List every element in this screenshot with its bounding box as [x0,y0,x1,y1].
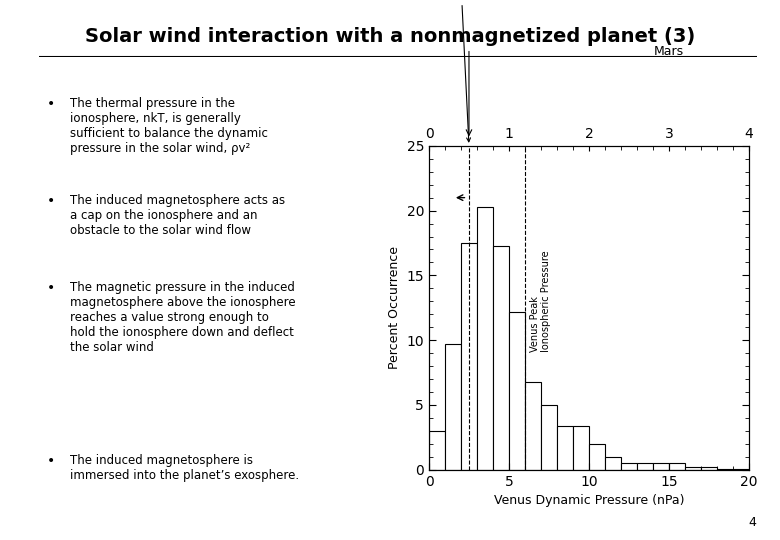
X-axis label: Mars: Mars [654,45,684,58]
X-axis label: Venus Dynamic Pressure (nPa): Venus Dynamic Pressure (nPa) [494,494,684,507]
Bar [717,469,732,470]
Text: •: • [47,454,55,468]
Bar [573,426,589,470]
Bar [668,463,685,470]
Text: 4: 4 [749,516,757,529]
Bar [589,444,605,470]
Bar [509,312,525,470]
Bar [605,457,621,470]
Bar [429,431,445,470]
Bar [557,426,573,470]
Text: Venus Peak
Ionospheric Pressure: Venus Peak Ionospheric Pressure [530,251,551,352]
Text: The magnetic pressure in the induced
magnetosphere above the ionosphere
reaches : The magnetic pressure in the induced mag… [70,281,296,354]
Text: The induced magnetosphere acts as
a cap on the ionosphere and an
obstacle to the: The induced magnetosphere acts as a cap … [70,194,285,238]
Bar [525,382,541,470]
Bar [685,467,700,470]
Text: •: • [47,97,55,111]
Text: •: • [47,194,55,208]
Text: Solar wind interaction with a nonmagnetized planet (3): Solar wind interaction with a nonmagneti… [85,27,695,46]
Text: •: • [47,281,55,295]
Bar [621,463,636,470]
Text: The thermal pressure in the
ionosphere, nkT, is generally
sufficient to balance : The thermal pressure in the ionosphere, … [70,97,268,155]
Text: The induced magnetosphere is
immersed into the planet’s exosphere.: The induced magnetosphere is immersed in… [70,454,300,482]
Bar [445,344,461,470]
Bar [700,467,717,470]
Bar [461,243,477,470]
Bar [493,246,509,470]
Bar [653,463,669,470]
Bar [477,207,493,470]
Bar [732,469,749,470]
Bar [636,463,653,470]
Bar [541,405,557,470]
Text: Mars Peak
Ionospheric
Pressure: Mars Peak Ionospheric Pressure [433,0,489,142]
Y-axis label: Percent Occurrence: Percent Occurrence [388,246,401,369]
